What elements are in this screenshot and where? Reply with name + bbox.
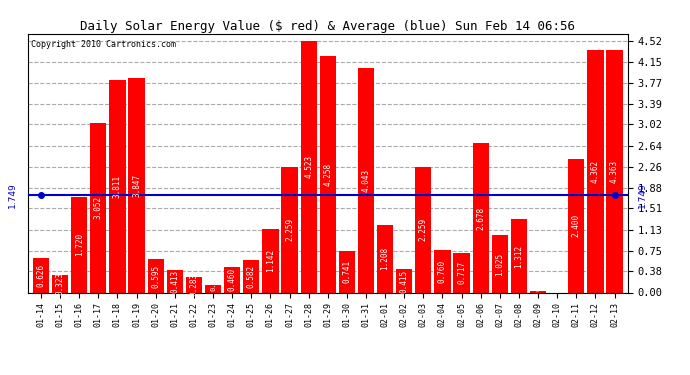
Bar	[224, 267, 240, 292]
Bar	[339, 251, 355, 292]
Text: 2.259: 2.259	[419, 218, 428, 241]
Title: Daily Solar Energy Value ($ red) & Average (blue) Sun Feb 14 06:56: Daily Solar Energy Value ($ red) & Avera…	[80, 20, 575, 33]
Bar	[530, 291, 546, 292]
Bar	[52, 274, 68, 292]
Bar	[434, 250, 451, 292]
Text: 0.000: 0.000	[554, 270, 560, 291]
Text: 3.847: 3.847	[132, 174, 141, 197]
Text: 1.025: 1.025	[495, 252, 504, 276]
Text: 2.259: 2.259	[285, 218, 294, 241]
Text: 3.811: 3.811	[113, 175, 122, 198]
Bar	[587, 50, 604, 292]
Bar	[473, 144, 489, 292]
Text: 0.413: 0.413	[170, 270, 179, 292]
Text: 0.717: 0.717	[457, 261, 466, 284]
Text: 0.760: 0.760	[438, 260, 447, 283]
Bar	[453, 253, 470, 292]
Bar	[377, 225, 393, 292]
Text: 1.749: 1.749	[8, 182, 17, 208]
Text: 4.362: 4.362	[591, 160, 600, 183]
Bar	[282, 167, 297, 292]
Text: 3.052: 3.052	[94, 196, 103, 219]
Text: 0.595: 0.595	[151, 264, 160, 288]
Text: 1.142: 1.142	[266, 249, 275, 272]
Bar	[71, 197, 88, 292]
Bar	[396, 269, 413, 292]
Text: 0.283: 0.283	[190, 273, 199, 296]
Text: 0.741: 0.741	[342, 260, 351, 284]
Bar	[262, 229, 279, 292]
Bar	[492, 236, 508, 292]
Bar	[33, 258, 49, 292]
Bar	[148, 260, 164, 292]
Bar	[358, 68, 374, 292]
Text: 0.415: 0.415	[400, 269, 408, 292]
Text: Copyright 2010 Cartronics.com: Copyright 2010 Cartronics.com	[30, 40, 175, 49]
Text: 1.208: 1.208	[381, 248, 390, 270]
Text: 0.460: 0.460	[228, 268, 237, 291]
Bar	[568, 159, 584, 292]
Text: 1.312: 1.312	[515, 244, 524, 267]
Text: 0.323: 0.323	[56, 272, 65, 295]
Bar	[607, 50, 622, 292]
Bar	[301, 41, 317, 292]
Bar	[415, 167, 431, 292]
Bar	[186, 277, 202, 292]
Bar	[205, 285, 221, 292]
Text: 4.363: 4.363	[610, 159, 619, 183]
Text: 0.129: 0.129	[210, 270, 216, 291]
Text: 1.720: 1.720	[75, 233, 83, 256]
Text: 2.400: 2.400	[572, 214, 581, 237]
Text: 0.582: 0.582	[247, 265, 256, 288]
Text: 4.258: 4.258	[323, 162, 333, 186]
Text: 4.523: 4.523	[304, 155, 313, 178]
Text: 2.678: 2.678	[476, 206, 485, 230]
Bar	[243, 260, 259, 292]
Text: 1.749: 1.749	[638, 182, 647, 208]
Bar	[319, 56, 336, 292]
Text: 0.028: 0.028	[535, 270, 541, 291]
Bar	[90, 123, 106, 292]
Bar	[128, 78, 145, 292]
Bar	[167, 270, 183, 292]
Text: 0.626: 0.626	[37, 264, 46, 286]
Text: 4.043: 4.043	[362, 168, 371, 192]
Bar	[109, 80, 126, 292]
Bar	[511, 219, 527, 292]
